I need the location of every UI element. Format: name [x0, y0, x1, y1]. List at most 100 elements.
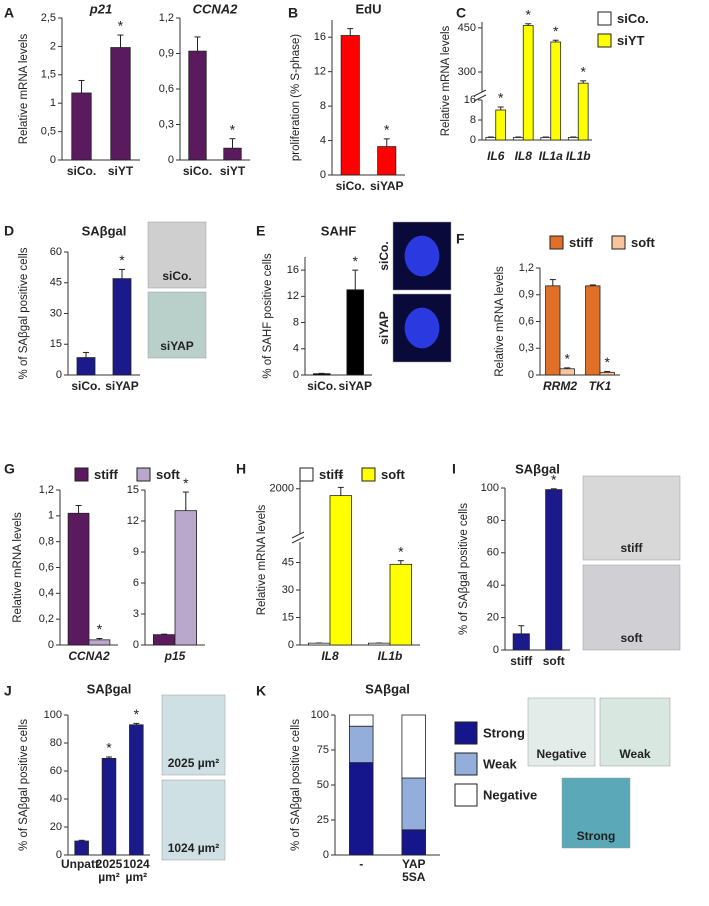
micrograph: [599, 697, 671, 767]
bar: [545, 489, 563, 651]
image-label: Negative: [536, 747, 586, 761]
x-tick-label: IL8: [514, 149, 532, 163]
legend-swatch: [299, 467, 314, 482]
y-tick-label: 30: [50, 307, 62, 319]
x-tick-label: YAP 5SA: [401, 857, 426, 884]
y-tick-label: 60: [50, 246, 62, 258]
bar: [485, 137, 497, 141]
significance-star: *: [118, 18, 124, 34]
legend-swatch: [597, 11, 612, 26]
micrograph: [161, 694, 226, 776]
significance-star: *: [119, 252, 125, 268]
bar: [312, 373, 331, 376]
bar: [512, 633, 530, 651]
chart-title: p21: [89, 1, 112, 16]
y-tick-label: 0: [48, 639, 54, 651]
legend-label: stiff: [94, 467, 119, 482]
y-tick-label: 80: [487, 514, 499, 526]
y-tick-label: 30: [282, 584, 294, 596]
x-tick-label: IL8: [321, 649, 339, 663]
image-label: soft: [621, 631, 643, 645]
panel-letter: I: [452, 461, 456, 477]
y-tick-label: 4: [293, 343, 299, 355]
legend-swatch: [74, 467, 89, 482]
bar: [377, 146, 397, 176]
x-tick-label: IL1a: [538, 149, 563, 163]
y-tick-label: 0,8: [39, 536, 54, 548]
y-tick-label: 80: [50, 737, 62, 749]
micrograph: [527, 697, 596, 767]
axis-break-gap: [298, 534, 302, 542]
legend-swatch: [597, 33, 612, 48]
panel-letter: G: [4, 461, 15, 477]
bar-segment: [401, 714, 426, 779]
chart-title: SAβgal: [87, 681, 132, 696]
y-tick-label: 16: [464, 94, 476, 106]
y-tick-label: 0: [470, 134, 476, 146]
y-tick-label: 100: [481, 482, 499, 494]
x-tick-label: CCNA2: [68, 649, 110, 663]
y-axis-label: Relative mRNA levels: [18, 33, 30, 144]
panel-letter: K: [256, 683, 266, 699]
panel-letter: E: [256, 223, 265, 239]
y-axis-label: Relative mRNA levels: [440, 25, 452, 136]
x-tick-label: IL1b: [377, 649, 403, 663]
y-tick-label: 0: [133, 639, 139, 651]
micrograph: [561, 777, 631, 849]
y-tick-label: 15: [282, 611, 294, 623]
bar: [522, 25, 534, 141]
chart-title: SAβgal: [365, 681, 410, 696]
bar: [577, 82, 589, 141]
y-tick-label: 0: [56, 849, 62, 861]
micrograph: [147, 221, 207, 289]
y-tick-label: 0: [493, 644, 499, 656]
x-tick-label: siYT: [107, 164, 134, 178]
legend-label: siCo.: [617, 11, 649, 26]
y-tick-label: 8: [293, 316, 299, 328]
y-tick-label: 0,9: [159, 47, 174, 59]
y-tick-label: 1: [48, 510, 54, 522]
significance-star: *: [338, 470, 344, 486]
y-tick-label: 0,2: [39, 613, 54, 625]
significance-star: *: [183, 475, 189, 491]
x-tick-label: stiff: [510, 654, 533, 668]
axis-break: [291, 536, 305, 544]
significance-star: *: [230, 121, 236, 137]
bar: [76, 357, 96, 376]
bar: [512, 137, 524, 141]
bar: [110, 47, 131, 161]
axis-break: [473, 89, 487, 97]
significance-star: *: [134, 706, 140, 722]
panel-letter: A: [4, 5, 14, 21]
y-tick-label: 60: [50, 765, 62, 777]
legend-swatch: [454, 783, 478, 807]
y-tick-label: 0: [528, 369, 534, 381]
x-tick-label: TK1: [588, 379, 612, 393]
bar-segment: [349, 762, 374, 856]
significance-star: *: [384, 122, 390, 138]
bar: [67, 512, 90, 646]
y-tick-label: 15: [127, 484, 139, 496]
y-tick-label: 1,2: [159, 12, 174, 24]
x-tick-label: siYAP: [338, 379, 373, 393]
x-tick-label: siCo.: [71, 379, 101, 393]
y-tick-label: 0,6: [39, 561, 54, 573]
significance-star: *: [106, 740, 112, 756]
significance-star: *: [398, 543, 404, 559]
x-tick-label: Unpatt.: [60, 857, 103, 871]
significance-star: *: [564, 351, 570, 367]
y-tick-label: 8: [470, 114, 476, 126]
y-tick-label: 100: [44, 709, 62, 721]
bar: [188, 50, 207, 161]
image-label: Weak: [619, 747, 650, 761]
x-tick-label: 1024 µm²: [122, 857, 150, 884]
micrograph: [582, 564, 681, 651]
image-label: stiff: [621, 541, 644, 555]
y-tick-label: 0,4: [39, 587, 54, 599]
significance-star: *: [604, 354, 610, 370]
bar: [329, 495, 353, 646]
y-tick-label: 12: [287, 290, 299, 302]
bar: [585, 285, 601, 376]
y-tick-label: 3: [133, 608, 139, 620]
y-tick-label: 15: [50, 338, 62, 350]
